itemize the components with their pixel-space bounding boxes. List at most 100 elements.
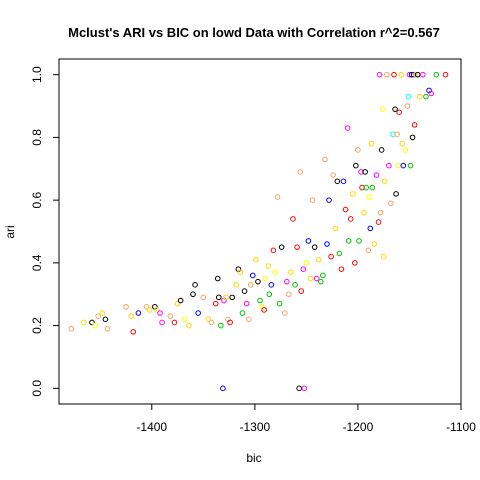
data-point <box>367 225 374 232</box>
data-point <box>92 322 98 329</box>
data-point <box>288 269 294 276</box>
data-point <box>399 140 406 147</box>
data-point <box>128 313 134 319</box>
x-axis: -1400 -1300 -1200 -1100 <box>136 404 476 434</box>
data-point <box>326 197 332 203</box>
data-point <box>294 244 300 250</box>
data-point <box>284 278 290 285</box>
data-point <box>371 241 378 247</box>
data-point <box>383 71 390 78</box>
data-point <box>412 71 419 78</box>
data-point <box>377 209 384 216</box>
plot-frame <box>58 58 462 405</box>
data-point <box>411 122 418 128</box>
data-point <box>373 172 380 178</box>
data-point <box>237 269 244 276</box>
data-point <box>301 385 308 392</box>
data-point <box>290 216 296 222</box>
x-axis-label: bic <box>246 451 261 465</box>
data-point <box>262 275 268 282</box>
data-point <box>154 307 160 313</box>
data-point <box>368 140 375 147</box>
data-point <box>253 256 259 263</box>
data-point <box>409 134 416 141</box>
data-point <box>334 178 341 185</box>
data-point <box>95 313 101 319</box>
data-point <box>379 106 386 112</box>
data-point <box>392 106 398 112</box>
data-point <box>89 319 95 326</box>
data-point <box>380 253 387 260</box>
data-point <box>349 191 356 197</box>
data-point <box>130 329 137 335</box>
data-point <box>274 194 281 200</box>
data-point <box>320 272 326 279</box>
data-point <box>278 244 285 250</box>
x-tick-label: -1100 <box>446 420 476 434</box>
y-tick-label: 0.6 <box>30 191 44 208</box>
data-point <box>146 307 153 313</box>
data-point <box>395 162 401 169</box>
data-point <box>276 300 283 307</box>
data-point <box>332 225 339 232</box>
data-point <box>307 275 314 282</box>
data-point <box>300 266 307 272</box>
data-point <box>104 325 111 332</box>
data-points <box>68 71 449 392</box>
data-point <box>239 310 246 316</box>
data-point <box>342 206 349 213</box>
data-point <box>356 238 362 244</box>
data-point <box>344 125 351 131</box>
data-point <box>223 294 229 301</box>
data-point <box>292 282 298 288</box>
data-point <box>303 260 310 266</box>
data-point <box>268 282 275 288</box>
data-point <box>99 310 106 316</box>
data-point <box>227 319 233 326</box>
data-point <box>378 147 385 153</box>
data-point <box>200 294 207 301</box>
data-point <box>186 322 192 329</box>
data-point <box>400 162 407 169</box>
data-point <box>393 191 399 197</box>
data-point <box>363 184 369 191</box>
data-point <box>414 71 421 78</box>
data-point <box>405 93 412 100</box>
data-point <box>347 216 354 222</box>
data-point <box>352 260 358 266</box>
data-point <box>297 169 304 175</box>
data-point <box>407 162 414 169</box>
data-point <box>369 184 376 191</box>
data-point <box>416 93 423 100</box>
data-point <box>394 131 400 138</box>
data-point <box>212 300 219 307</box>
data-point <box>324 241 330 247</box>
x-tick-label: -1400 <box>136 420 167 434</box>
data-point <box>157 310 163 316</box>
data-point <box>143 303 150 310</box>
y-tick-label: 0.8 <box>30 129 44 146</box>
data-point <box>68 325 75 332</box>
data-point <box>255 278 261 285</box>
data-point <box>433 71 440 78</box>
x-tick-label: -1300 <box>239 420 270 434</box>
data-point <box>286 291 292 298</box>
data-point <box>375 219 382 225</box>
data-point <box>220 385 226 392</box>
data-point <box>102 316 109 323</box>
data-point <box>247 282 254 288</box>
data-point <box>241 288 248 294</box>
data-point <box>362 169 368 175</box>
data-point <box>281 310 288 316</box>
y-tick-label: 0.0 <box>30 380 44 397</box>
data-point <box>330 172 336 178</box>
data-point <box>215 294 222 301</box>
data-point <box>361 209 367 216</box>
data-point <box>386 162 392 169</box>
data-point <box>174 300 181 307</box>
data-point <box>171 319 178 326</box>
data-point <box>376 71 383 78</box>
data-point <box>205 316 212 323</box>
data-point <box>270 247 277 254</box>
data-point <box>257 297 263 304</box>
